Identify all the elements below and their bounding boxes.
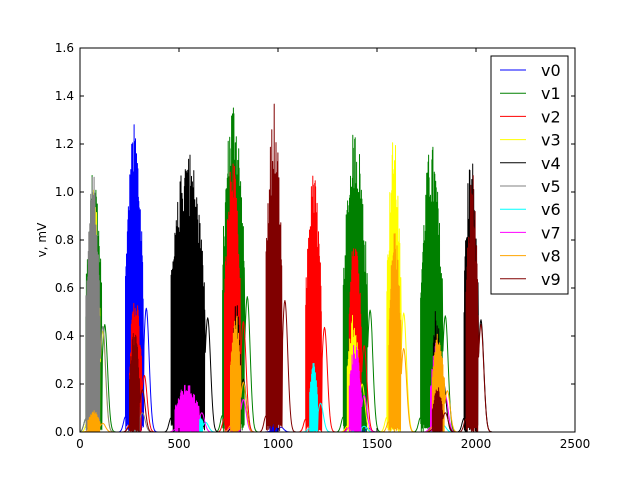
y-tick-label-5: 1.0 — [55, 185, 74, 199]
series-v9 — [121, 103, 493, 432]
series-v7-burst-0 — [167, 384, 214, 432]
legend-label-v6: v6 — [541, 200, 561, 219]
x-tick-label-0: 0 — [76, 437, 84, 451]
legend-box — [490, 55, 569, 295]
series-v8-burst-1 — [222, 315, 256, 432]
series-v2-burst-1 — [216, 163, 256, 432]
series-v0-burst-0 — [117, 124, 159, 432]
y-tick-label-0: 0.0 — [55, 425, 74, 439]
series-v6-burst-1 — [301, 362, 333, 432]
series-layer — [80, 103, 493, 432]
legend-label-v8: v8 — [541, 247, 561, 266]
series-v9-burst-1 — [458, 175, 493, 432]
y-tick-label-1: 0.2 — [55, 377, 74, 391]
legend-label-v2: v2 — [541, 107, 561, 126]
series-v1-burst-2 — [335, 134, 382, 432]
x-tick-label-2: 1000 — [263, 437, 294, 451]
legend-label-v7: v7 — [541, 223, 561, 242]
legend-label-v1: v1 — [541, 84, 561, 103]
series-v9-burst-0 — [258, 103, 297, 432]
y-tick-label-7: 1.4 — [55, 89, 74, 103]
y-tick-label-8: 1.6 — [55, 41, 74, 55]
y-tick-label-2: 0.4 — [55, 329, 74, 343]
series-v1-burst-3 — [412, 146, 458, 432]
y-axis-label: v, mV — [35, 222, 49, 257]
legend-label-v4: v4 — [541, 154, 561, 173]
y-tick-label-6: 1.2 — [55, 137, 74, 151]
legend: v0 v1 v2 v3 v4 v5 v6 v7 v8 v9 — [490, 55, 569, 295]
legend-label-v9: v9 — [541, 270, 561, 289]
series-v8-burst-2 — [381, 233, 416, 432]
y-tick-label-4: 0.8 — [55, 233, 74, 247]
legend-label-v5: v5 — [541, 177, 561, 196]
y-tick-label-3: 0.6 — [55, 281, 74, 295]
x-tick-label-5: 2500 — [560, 437, 591, 451]
legend-label-v3: v3 — [541, 131, 561, 150]
ticks-layer: 0 500 1000 1500 2000 2500 0.0 0.2 0.4 0.6 0.8 1.0 1.… — [55, 41, 590, 451]
series-v2-burst-2 — [297, 175, 337, 432]
legend-label-v0: v0 — [541, 61, 561, 80]
x-tick-label-4: 2000 — [461, 437, 492, 451]
series-v9-burst-3 — [424, 387, 458, 432]
x-tick-label-3: 1500 — [362, 437, 393, 451]
x-tick-label-1: 500 — [168, 437, 191, 451]
series-v9-burst-2 — [121, 333, 155, 432]
